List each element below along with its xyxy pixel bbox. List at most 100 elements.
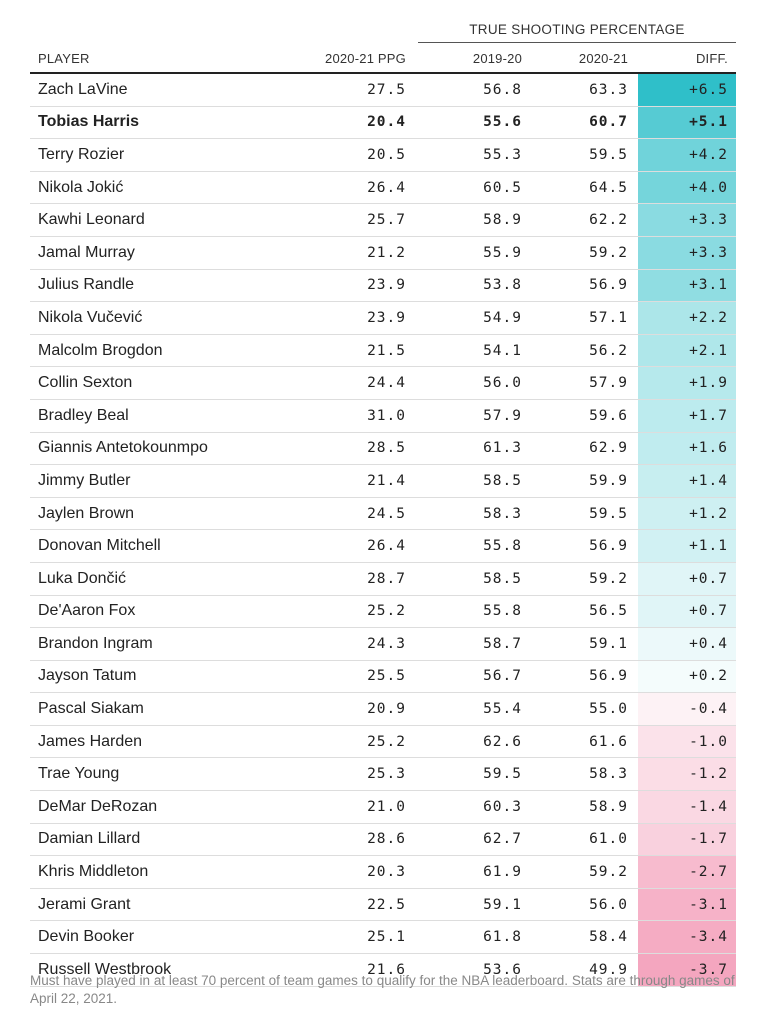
ppg-value-text: 21.4	[367, 472, 406, 489]
player-name: Jerami Grant	[38, 895, 131, 913]
ts-2019-20-value-text: 59.1	[483, 896, 522, 913]
ppg-value-text: 24.5	[367, 505, 406, 522]
ppg-value: 25.1	[260, 921, 410, 953]
ts-2019-20-value: 55.3	[410, 139, 526, 171]
table-row: Luka Dončić 28.7 58.5 59.2 +0.7	[30, 562, 736, 596]
ts-2019-20-value-text: 60.5	[483, 179, 522, 196]
ppg-value: 27.5	[260, 74, 410, 106]
player-name: Collin Sexton	[38, 374, 133, 392]
ppg-value-text: 23.9	[367, 309, 406, 326]
table-row: Terry Rozier 20.5 55.3 59.5 +4.2	[30, 139, 736, 172]
ts-2019-20-value: 58.5	[410, 465, 526, 497]
diff-value-text: -1.7	[689, 831, 728, 848]
ts-2019-20-value: 55.8	[410, 530, 526, 562]
ts-2019-20-value-text: 56.8	[483, 81, 522, 98]
column-header-2020-21: 2020-21	[578, 50, 628, 66]
ts-2019-20-value: 58.5	[410, 563, 526, 595]
ppg-value: 31.0	[260, 400, 410, 432]
diff-cell: +2.1	[638, 334, 736, 367]
player-name: Brandon Ingram	[38, 634, 153, 652]
table-row: Nikola Jokić 26.4 60.5 64.5 +4.0	[30, 171, 736, 205]
diff-value-text: +1.6	[689, 440, 728, 457]
ts-2019-20-value-text: 57.9	[483, 407, 522, 424]
table-row: Pascal Siakam 20.9 55.4 55.0 -0.4	[30, 693, 736, 726]
ts-2020-21-value-text: 56.9	[589, 277, 628, 294]
ts-2020-21-value: 59.2	[526, 563, 638, 595]
table-row: Jaylen Brown 24.5 58.3 59.5 +1.2	[30, 497, 736, 531]
ts-2020-21-value: 56.2	[526, 335, 638, 367]
ts-2019-20-value: 61.8	[410, 921, 526, 953]
ppg-value-text: 21.5	[367, 342, 406, 359]
ts-2019-20-value-text: 55.3	[483, 146, 522, 163]
diff-value-text: +2.1	[689, 342, 728, 359]
table-row: Devin Booker 25.1 61.8 58.4 -3.4	[30, 921, 736, 955]
ts-2020-21-value: 56.9	[526, 661, 638, 693]
player-name: Kawhi Leonard	[38, 211, 145, 229]
diff-value-text: -3.7	[689, 961, 728, 978]
ppg-value-text: 26.4	[367, 538, 406, 555]
ts-2020-21-value: 58.4	[526, 921, 638, 953]
ts-2019-20-value: 56.8	[410, 74, 526, 106]
diff-value-text: +3.3	[689, 244, 728, 261]
column-header-diff: DIFF.	[695, 50, 728, 66]
diff-cell: -0.4	[638, 693, 736, 725]
ppg-value: 20.9	[260, 693, 410, 725]
ts-2019-20-value: 56.7	[410, 661, 526, 693]
ts-2019-20-value-text: 61.3	[483, 440, 522, 457]
ts-2019-20-value-text: 61.8	[483, 929, 522, 946]
diff-value-text: +6.5	[689, 81, 728, 98]
player-name: Russell Westbrook	[38, 960, 172, 978]
ppg-value: 23.9	[260, 270, 410, 302]
diff-cell: +0.7	[638, 562, 736, 595]
ts-2020-21-value-text: 57.1	[589, 309, 628, 326]
ts-2019-20-value: 59.5	[410, 758, 526, 790]
ppg-value-text: 25.2	[367, 603, 406, 620]
diff-value-text: +0.7	[689, 570, 728, 587]
ts-2020-21-value-text: 58.9	[589, 798, 628, 815]
ts-table: TRUE SHOOTING PERCENTAGE PLAYER 2020-21 …	[30, 14, 736, 987]
diff-value-text: +2.2	[689, 309, 728, 326]
table-row: Zach LaVine 27.5 56.8 63.3 +6.5	[30, 74, 736, 107]
diff-cell: +5.1	[638, 106, 736, 139]
ppg-value-text: 20.3	[367, 864, 406, 881]
diff-cell: +4.2	[638, 139, 736, 171]
ts-2019-20-value: 54.9	[410, 302, 526, 334]
diff-cell: -1.4	[638, 791, 736, 823]
ppg-value-text: 31.0	[367, 407, 406, 424]
player-name: Malcolm Brogdon	[38, 341, 163, 359]
diff-cell: +1.1	[638, 530, 736, 562]
column-header-2019-20: 2019-20	[472, 50, 522, 66]
ts-2019-20-value-text: 58.7	[483, 635, 522, 652]
ppg-value-text: 25.5	[367, 668, 406, 685]
ppg-value-text: 27.5	[367, 81, 406, 98]
ppg-value-text: 26.4	[367, 179, 406, 196]
diff-cell: +2.2	[638, 302, 736, 334]
ts-2019-20-value-text: 58.9	[483, 212, 522, 229]
ts-2020-21-value-text: 56.5	[589, 603, 628, 620]
ts-2020-21-value-text: 49.9	[589, 961, 628, 978]
ppg-value: 26.4	[260, 172, 410, 204]
ts-2019-20-value: 60.3	[410, 791, 526, 823]
ts-2020-21-value-text: 56.2	[589, 342, 628, 359]
table-row: Khris Middleton 20.3 61.9 59.2 -2.7	[30, 856, 736, 889]
ts-2020-21-value-text: 60.7	[589, 114, 628, 131]
ppg-value: 24.3	[260, 628, 410, 660]
group-header-label: TRUE SHOOTING PERCENTAGE	[469, 22, 685, 37]
diff-cell: +0.2	[638, 660, 736, 693]
diff-cell: -1.7	[638, 823, 736, 856]
table-row: Jimmy Butler 21.4 58.5 59.9 +1.4	[30, 465, 736, 498]
diff-value-text: +0.4	[689, 635, 728, 652]
diff-value-text: -3.1	[689, 896, 728, 913]
ts-2020-21-value: 59.1	[526, 628, 638, 660]
diff-cell: -1.0	[638, 725, 736, 758]
ts-2019-20-value-text: 55.6	[483, 114, 522, 131]
table-row: Bradley Beal 31.0 57.9 59.6 +1.7	[30, 399, 736, 433]
diff-cell: -3.7	[638, 954, 736, 986]
diff-cell: +1.9	[638, 367, 736, 399]
ppg-value-text: 21.0	[367, 798, 406, 815]
diff-cell: +0.4	[638, 628, 736, 660]
column-header-ppg: 2020-21 PPG	[325, 50, 406, 66]
ppg-value: 25.5	[260, 661, 410, 693]
diff-value-text: +0.2	[689, 668, 728, 685]
diff-cell: -3.1	[638, 888, 736, 921]
